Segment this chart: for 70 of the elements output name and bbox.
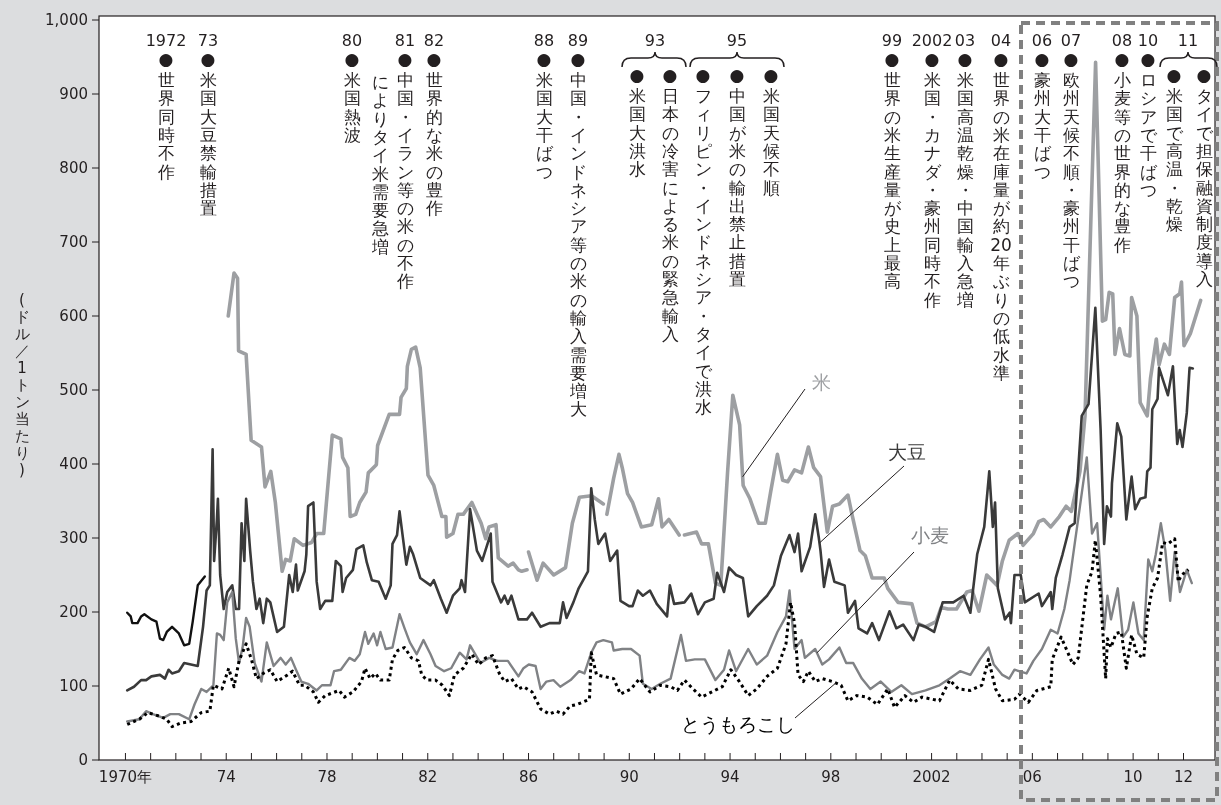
annotation: ●米国天候不順 [762,65,780,198]
annotation: 06 [1031,31,1053,50]
text: ●欧州天候不順・豪州干ばつ [1062,49,1080,292]
text: 大豆 [888,441,926,463]
y-tick-label: 100 [59,677,88,695]
annotation: 10 [1137,31,1159,50]
y-tick-label: 800 [59,159,88,177]
text: ●米国大豆禁輸措置 [199,49,217,219]
text: ●中国・イラン等の米の不作 [396,49,414,292]
annotation: 73 [197,31,219,50]
x-tick-label: 10 [1123,768,1143,786]
x-tick-label: 12 [1173,768,1194,786]
line-series [126,575,207,647]
text: ●中国が米の輸出禁止措置 [728,65,746,289]
y-tick-label: 300 [59,529,88,547]
x-tick-label: 74 [216,768,236,786]
x-tick-label: 78 [317,768,337,786]
annotation: 2002 [911,31,953,50]
text: ●中国・インドネシア等の米の輸入需要増大 [569,49,587,420]
text: ●米国で高温・乾燥 [1165,65,1183,235]
text: ●タイで担保融資制度導入 [1195,65,1213,289]
x-tick-label: 82 [418,768,438,786]
y-tick-label: 500 [59,381,88,399]
text: ●米国・カナダ・豪州同時不作 [923,49,941,310]
annotation: 08 [1111,31,1133,50]
x-tick-label: 90 [619,768,639,786]
text: ●フィリピン・インドネシア・タイで洪水 [694,65,712,418]
y-tick-label: 0 [78,751,88,769]
annotation: 03 [954,31,976,50]
annotation: 88 [533,31,555,50]
annotation: ●米国大洪水 [628,65,646,180]
annotation: ●世界同時不作 [156,49,175,182]
annotation: 80 [341,31,363,50]
x-tick-label: 94 [720,768,740,786]
y-tick-label: 1,000 [45,11,88,29]
y-tick-label: 600 [59,307,88,325]
x-tick-label: 2002 [912,768,951,786]
y-tick-label: 700 [59,233,88,251]
text: ●米国高温乾燥・中国輸入急増 [956,49,974,310]
text: ●日本の冷害による米の緊急輸入 [661,65,679,344]
annotation: 04 [990,31,1012,50]
y-tick-label: 900 [59,85,88,103]
annotation: 1972 [145,31,187,50]
annotation: 07 [1060,31,1082,50]
text: 米 [811,371,831,393]
annotation: 89 [567,31,589,50]
annotation: ●ロシアで干ばつ [1139,49,1158,200]
text: 小麦 [911,524,949,546]
x-tick-label: 86 [518,768,539,786]
text: によりタイ米需要急増 [371,72,389,257]
annotation: 11 [1177,31,1199,50]
annotation: ●米国熱波 [343,49,361,145]
y-tick-label: 200 [59,603,88,621]
annotation: ●米国大干ばつ [535,49,554,182]
annotation: 93 [644,31,666,50]
x-tick-label: 98 [821,768,841,786]
text: ●世界の米在庫量が約20年ぶりの低水準 [990,49,1012,383]
y-tick-label: 400 [59,455,88,473]
x-tick-label: 1970年 [98,768,153,786]
annotation: ●豪州大干ばつ [1033,49,1052,182]
annotation: 82 [423,31,445,50]
x-tick-label: 06 [1022,768,1042,786]
text: ●世界の米生産量が史上最高 [883,49,901,292]
text: ●小麦等の世界的な豊作 [1113,49,1131,255]
text: ●世界的な米の豊作 [425,49,443,219]
series-label: とうもろこし [681,713,795,735]
annotation: 95 [726,31,748,50]
annotation: 99 [881,31,903,50]
text: (ドル／1トン当たり) [14,291,30,479]
annotation: 81 [394,31,416,50]
